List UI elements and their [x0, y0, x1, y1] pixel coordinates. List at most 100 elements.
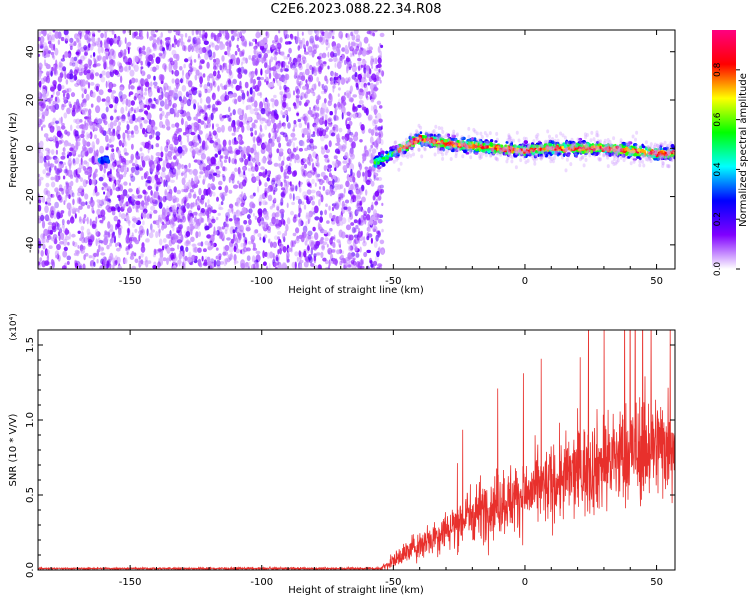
noise-speckle — [67, 210, 71, 217]
noise-speckle — [157, 223, 160, 229]
noise-speckle — [281, 160, 285, 166]
noise-speckle — [352, 103, 355, 111]
noise-speckle — [363, 36, 369, 44]
noise-speckle — [252, 177, 257, 181]
noise-speckle — [220, 160, 223, 168]
noise-speckle — [275, 218, 279, 224]
noise-speckle — [292, 193, 295, 202]
noise-speckle — [276, 204, 280, 210]
noise-speckle — [199, 171, 204, 175]
noise-speckle — [58, 187, 64, 192]
noise-speckle — [78, 197, 81, 205]
noise-speckle — [287, 247, 292, 253]
noise-speckle — [166, 119, 171, 127]
noise-speckle — [224, 62, 228, 70]
noise-speckle — [327, 159, 330, 163]
noise-speckle — [137, 186, 141, 195]
noise-speckle — [320, 108, 325, 115]
noise-speckle — [222, 166, 226, 172]
noise-speckle — [98, 176, 104, 182]
noise-speckle — [250, 77, 254, 84]
noise-speckle — [198, 130, 203, 135]
noise-speckle — [176, 128, 181, 135]
noise-speckle — [160, 39, 163, 45]
noise-speckle — [237, 237, 241, 244]
noise-speckle — [99, 246, 104, 252]
noise-speckle — [155, 143, 160, 148]
noise-speckle — [315, 240, 321, 247]
noise-speckle — [168, 143, 174, 151]
noise-patch — [105, 157, 109, 162]
noise-speckle — [48, 245, 53, 250]
noise-speckle — [348, 245, 352, 252]
noise-speckle — [226, 237, 231, 241]
noise-speckle — [140, 253, 144, 258]
noise-speckle — [268, 72, 272, 80]
noise-speckle — [181, 69, 185, 77]
noise-speckle — [331, 248, 337, 254]
noise-speckle — [109, 144, 114, 148]
noise-speckle — [334, 62, 337, 68]
noise-speckle — [279, 202, 284, 206]
noise-speckle — [131, 197, 135, 202]
noise-speckle — [196, 90, 202, 95]
noise-speckle — [357, 231, 363, 238]
noise-speckle — [210, 171, 214, 177]
noise-speckle — [235, 85, 240, 91]
noise-speckle — [302, 127, 309, 136]
noise-speckle — [242, 98, 245, 105]
noise-speckle — [274, 34, 279, 43]
noise-speckle — [322, 241, 328, 245]
noise-speckle — [50, 86, 55, 92]
noise-speckle — [63, 142, 69, 147]
noise-speckle — [200, 208, 205, 213]
noise-speckle — [312, 131, 316, 135]
noise-speckle — [50, 193, 53, 198]
noise-speckle — [234, 158, 238, 165]
noise-speckle — [47, 40, 52, 45]
noise-speckle — [219, 192, 223, 198]
noise-speckle — [208, 222, 213, 228]
noise-speckle — [273, 162, 279, 167]
noise-speckle — [60, 36, 65, 42]
noise-speckle — [373, 109, 379, 114]
noise-speckle — [209, 132, 213, 136]
noise-speckle — [109, 115, 114, 121]
noise-speckle — [240, 89, 244, 94]
noise-speckle — [140, 259, 144, 265]
noise-speckle — [300, 95, 303, 101]
noise-speckle — [371, 73, 377, 81]
noise-speckle — [88, 239, 93, 246]
noise-speckle — [150, 103, 156, 109]
noise-speckle — [45, 216, 50, 222]
noise-speckle — [275, 256, 279, 262]
noise-speckle — [111, 210, 116, 216]
noise-speckle — [143, 172, 148, 180]
noise-speckle — [120, 213, 126, 220]
noise-speckle — [143, 110, 148, 115]
noise-speckle — [347, 124, 351, 130]
noise-speckle — [368, 43, 371, 48]
noise-speckle — [357, 60, 362, 66]
noise-speckle — [150, 126, 154, 135]
noise-speckle — [126, 112, 129, 117]
noise-speckle — [164, 179, 168, 187]
noise-speckle — [208, 173, 213, 180]
noise-speckle — [284, 266, 288, 269]
noise-speckle — [304, 240, 308, 246]
noise-speckle — [353, 219, 358, 224]
noise-speckle — [128, 188, 133, 193]
noise-speckle — [165, 99, 168, 104]
noise-speckle — [115, 223, 118, 231]
noise-speckle — [358, 65, 361, 72]
noise-speckle — [265, 190, 268, 198]
noise-speckle — [337, 198, 342, 206]
noise-speckle — [372, 30, 378, 33]
noise-speckle — [299, 259, 304, 264]
noise-speckle — [140, 66, 144, 70]
noise-speckle — [178, 164, 182, 168]
noise-speckle — [66, 255, 72, 261]
noise-speckle — [262, 200, 267, 206]
noise-speckle — [362, 213, 367, 221]
noise-speckle — [332, 241, 336, 248]
